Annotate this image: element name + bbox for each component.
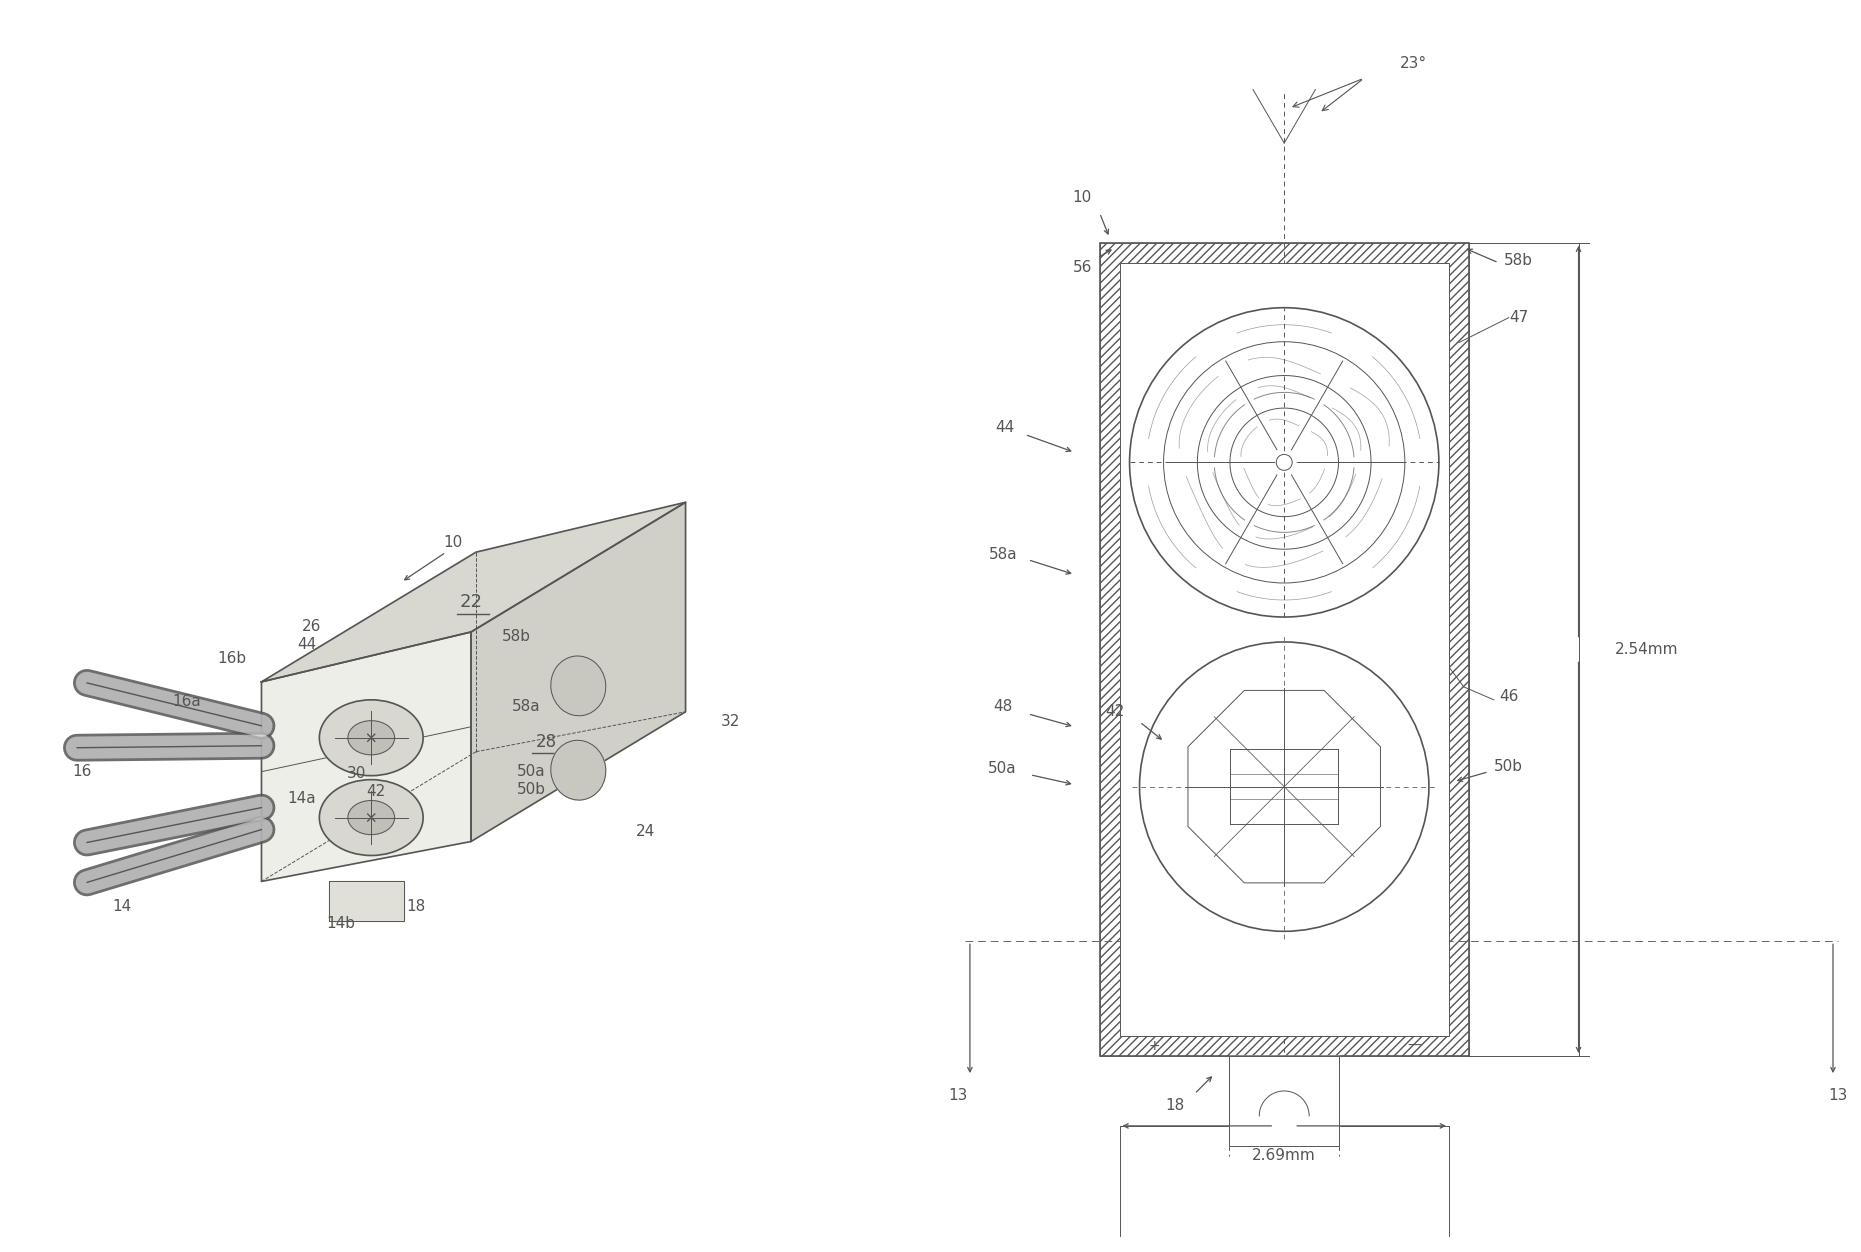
Text: 42: 42 — [367, 784, 385, 799]
Ellipse shape — [320, 780, 422, 855]
Text: 58a: 58a — [988, 547, 1018, 562]
Text: 2.54mm: 2.54mm — [1615, 642, 1679, 657]
Ellipse shape — [348, 721, 395, 755]
Text: 30: 30 — [346, 766, 367, 781]
Polygon shape — [262, 502, 685, 682]
Ellipse shape — [348, 800, 395, 835]
Circle shape — [1139, 642, 1429, 931]
Text: 24: 24 — [636, 824, 655, 839]
Polygon shape — [329, 881, 404, 921]
Text: —: — — [1407, 1039, 1420, 1053]
Text: 42: 42 — [1105, 705, 1124, 720]
Text: 14: 14 — [112, 899, 132, 914]
Ellipse shape — [551, 656, 607, 716]
Text: 13: 13 — [1828, 1088, 1848, 1103]
Polygon shape — [262, 632, 471, 881]
Polygon shape — [1230, 1055, 1340, 1146]
Text: 14b: 14b — [328, 916, 355, 930]
Text: 50a: 50a — [517, 764, 545, 779]
Text: 28: 28 — [536, 732, 556, 751]
Text: 58b: 58b — [1504, 253, 1533, 268]
Text: 22: 22 — [460, 593, 482, 611]
Text: 58b: 58b — [501, 630, 530, 645]
Text: 32: 32 — [720, 715, 741, 729]
Text: 10: 10 — [443, 535, 463, 550]
Text: 50a: 50a — [988, 761, 1016, 776]
Text: 26: 26 — [301, 620, 322, 635]
Circle shape — [1163, 342, 1405, 583]
Text: 23°: 23° — [1399, 56, 1427, 71]
Text: 18: 18 — [406, 899, 426, 914]
Text: 46: 46 — [1498, 690, 1519, 705]
Text: +: + — [1148, 1039, 1159, 1053]
Circle shape — [1277, 454, 1292, 471]
Text: 16a: 16a — [173, 695, 201, 710]
Text: 44: 44 — [296, 637, 316, 652]
Polygon shape — [471, 502, 685, 841]
Text: 48: 48 — [994, 700, 1012, 715]
Text: 58a: 58a — [512, 700, 540, 715]
Text: 50b: 50b — [1494, 759, 1522, 774]
Polygon shape — [1260, 1090, 1308, 1146]
Polygon shape — [1187, 690, 1381, 883]
Text: 16b: 16b — [218, 651, 246, 666]
Text: 13: 13 — [949, 1088, 968, 1103]
Ellipse shape — [551, 740, 607, 800]
Bar — [1100, 243, 1468, 1055]
Ellipse shape — [320, 700, 422, 776]
Bar — [1100, 243, 1468, 1055]
Text: 2.69mm: 2.69mm — [1252, 1148, 1316, 1163]
Text: 10: 10 — [1072, 190, 1091, 205]
Circle shape — [1130, 308, 1439, 617]
Text: 50b: 50b — [515, 782, 545, 798]
Bar — [1120, 263, 1450, 1037]
Text: 16: 16 — [73, 764, 91, 779]
Text: 14a: 14a — [287, 791, 316, 806]
Text: 44: 44 — [996, 419, 1014, 434]
Text: 47: 47 — [1509, 310, 1528, 326]
Text: 18: 18 — [1165, 1098, 1184, 1113]
Text: 56: 56 — [1074, 260, 1092, 275]
